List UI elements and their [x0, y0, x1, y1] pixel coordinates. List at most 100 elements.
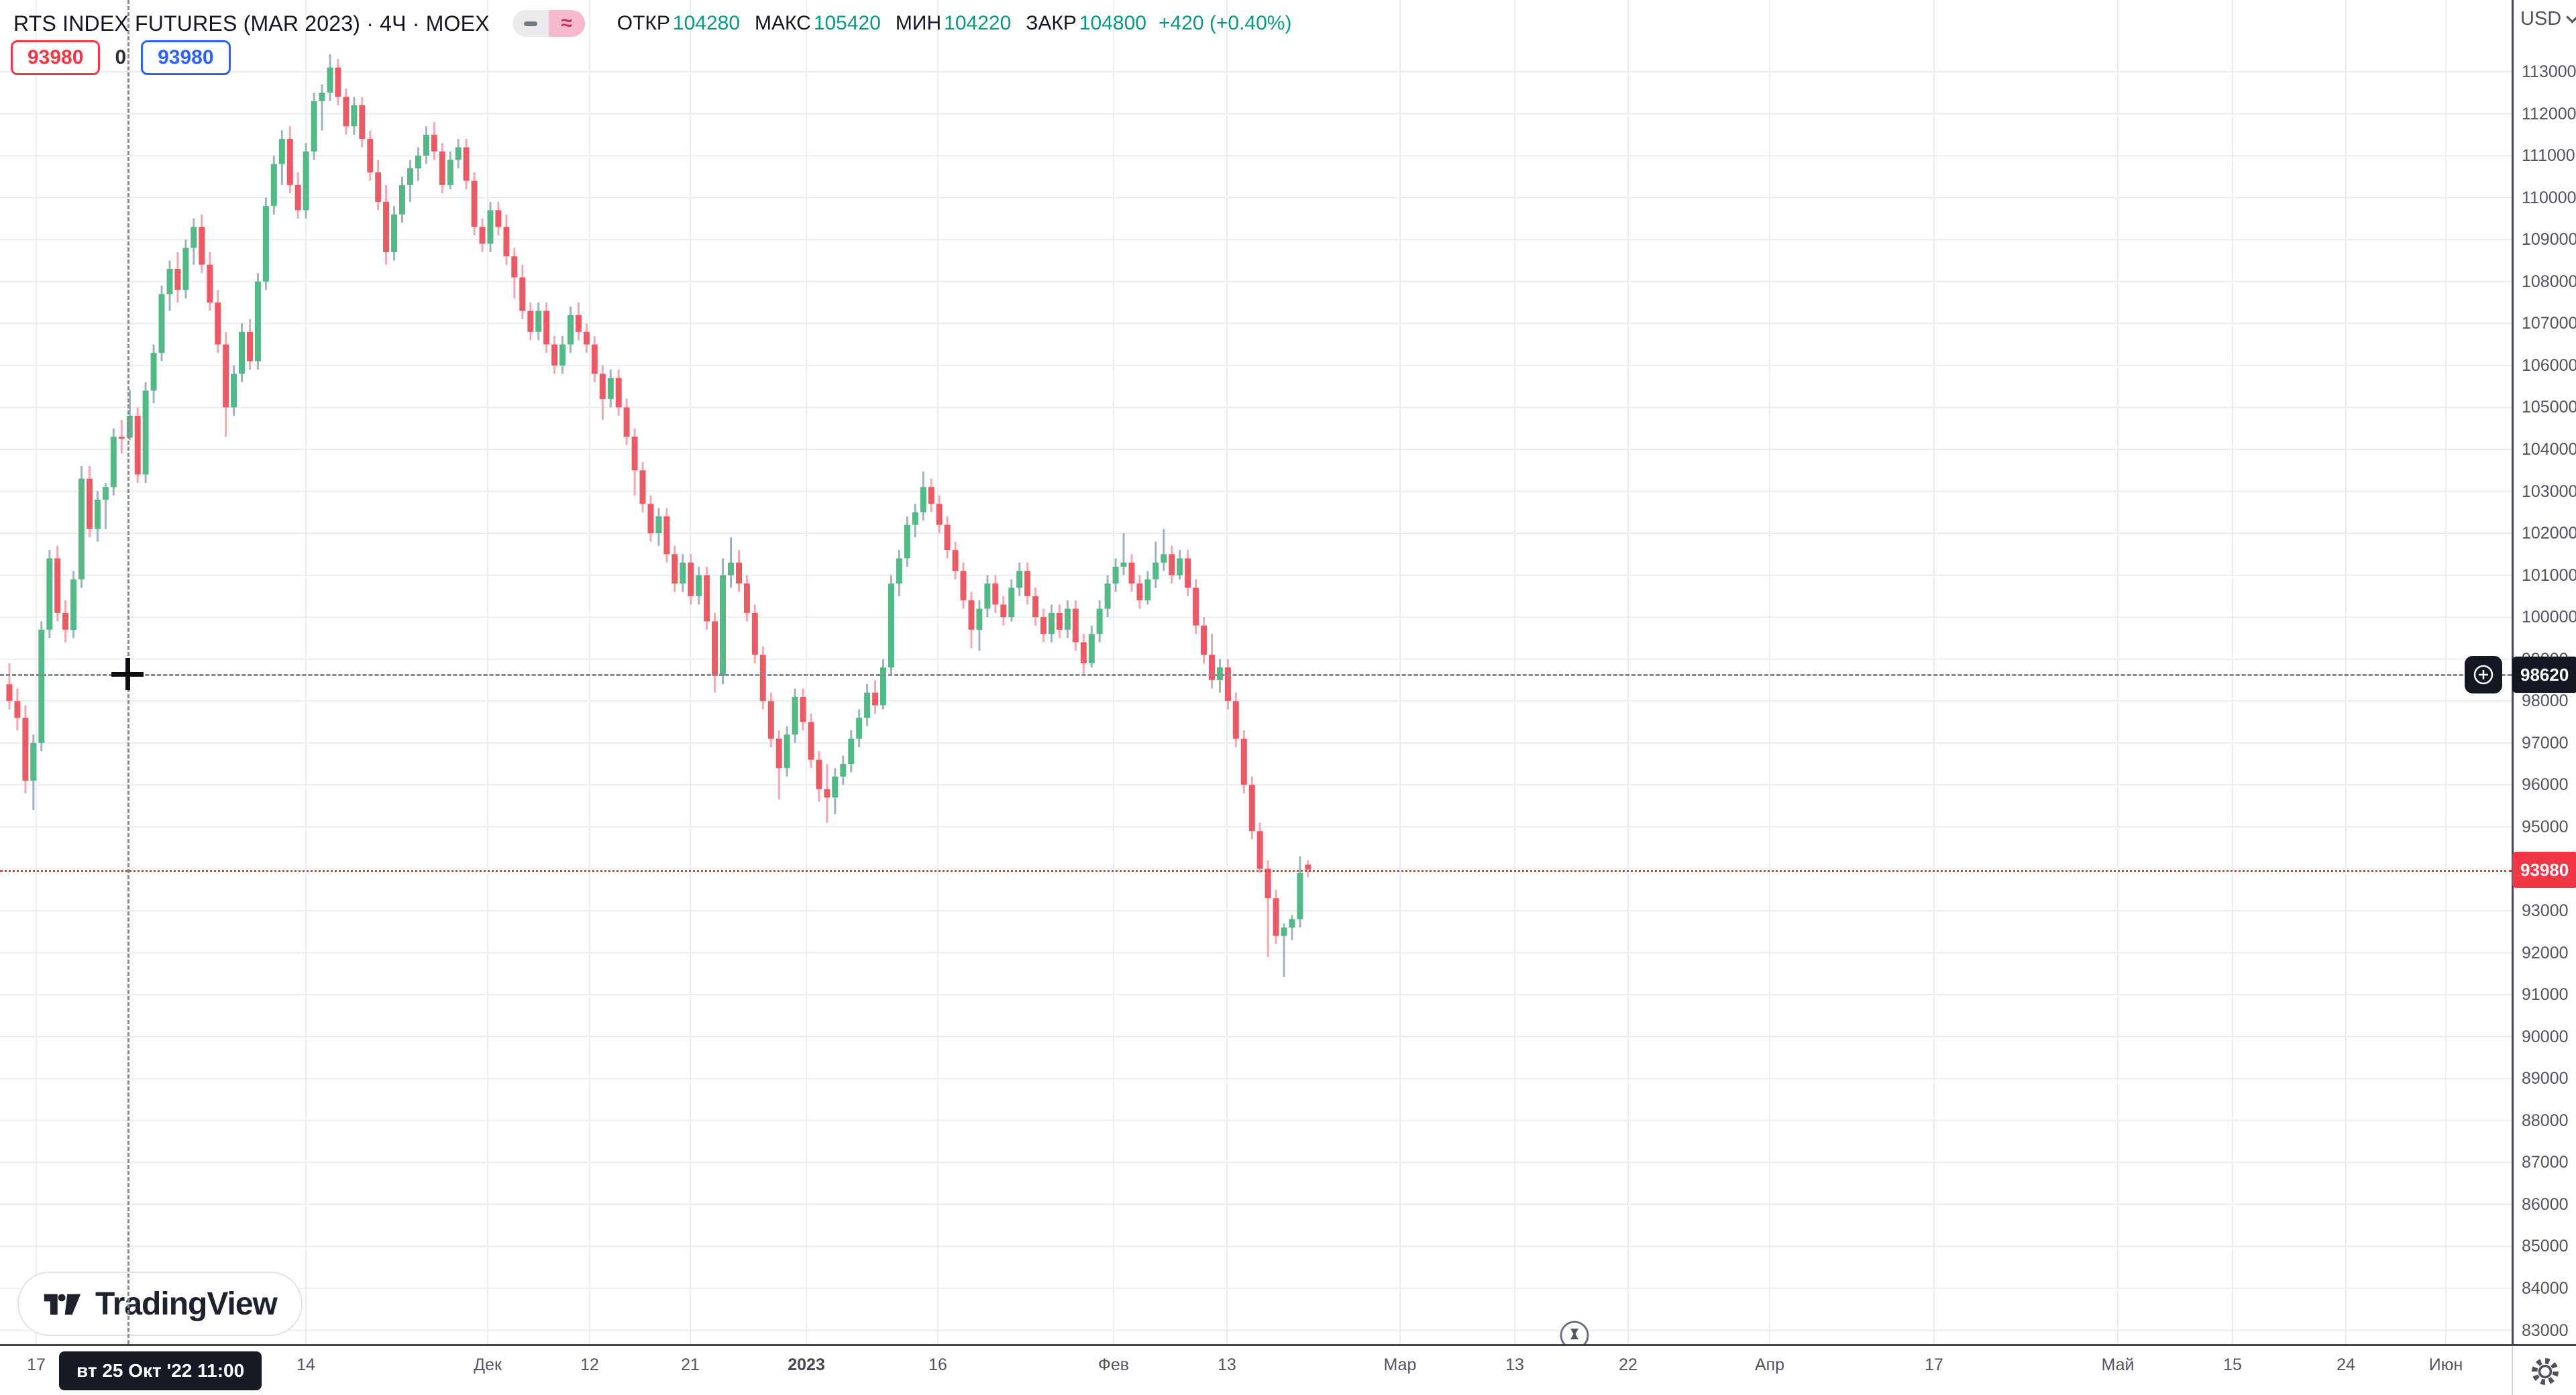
candle-body	[1128, 562, 1135, 584]
time-tick-label: 13	[1218, 1355, 1236, 1374]
candle-body	[751, 612, 758, 655]
candle-body	[1000, 604, 1007, 618]
candle-body	[511, 256, 518, 278]
candle-body	[832, 776, 839, 798]
candle-body	[1064, 608, 1071, 630]
candle-body	[1232, 701, 1239, 739]
time-tick-label: 16	[928, 1355, 947, 1374]
candle-body	[663, 516, 670, 555]
candle-body	[816, 759, 822, 789]
candle-body	[583, 331, 590, 345]
candle-body	[1193, 588, 1199, 626]
candle-body	[591, 344, 598, 374]
time-axis[interactable]: 17 14 Дек 12 21 2023 16 Фев 13 Мар 13 22 Апр 17 Май 15 2…	[0, 1344, 2576, 1395]
candle-body	[415, 156, 421, 168]
tradingview-logo[interactable]: TradingView	[17, 1272, 303, 1336]
candle-body	[166, 269, 173, 294]
minus-chip-icon	[512, 10, 549, 37]
candle-body	[639, 470, 646, 504]
candle-body	[46, 558, 53, 630]
tradingview-wordmark: TradingView	[95, 1286, 278, 1322]
price-tick-label: 88000	[2522, 1111, 2569, 1130]
price-tick-label: 93000	[2522, 901, 2569, 920]
chart-legend[interactable]: RTS INDEX FUTURES (MAR 2023) · 4Ч · MOEX…	[13, 7, 1291, 40]
candle-body	[1216, 667, 1223, 680]
candle-body	[960, 571, 967, 601]
candle-body	[215, 302, 221, 345]
open-label: ОТКР	[616, 12, 670, 34]
symbol-title[interactable]: RTS INDEX FUTURES (MAR 2023) · 4Ч · MOEX	[13, 11, 490, 36]
order-counter: 0	[115, 46, 127, 68]
candle-body	[1240, 738, 1247, 785]
candle-body	[856, 718, 863, 739]
candle-body	[792, 697, 798, 735]
tradingview-logo-icon	[44, 1294, 81, 1315]
candle-body	[1144, 579, 1151, 601]
candle-wick	[104, 483, 107, 529]
time-tick-label: Мар	[1383, 1355, 1417, 1374]
candle-body	[231, 374, 237, 408]
time-tick-label: 17	[27, 1355, 46, 1374]
candle-body	[712, 621, 718, 676]
candle-body	[87, 478, 93, 529]
candle-body	[912, 512, 918, 525]
time-tick-label: Июн	[2428, 1355, 2463, 1374]
close-value: 104800	[1079, 12, 1146, 34]
candle-wick	[1291, 915, 1293, 940]
currency-selector[interactable]: USD	[2520, 8, 2576, 30]
candle-body	[848, 738, 855, 764]
candle-body	[6, 684, 13, 702]
candle-body	[399, 184, 405, 215]
candle-body	[1177, 558, 1183, 575]
candle-body	[672, 554, 678, 584]
candle-body	[343, 97, 350, 127]
price-tick-label: 107000	[2522, 314, 2576, 333]
time-tick-label: Фев	[1097, 1355, 1130, 1374]
price-tick-label: 105000	[2522, 398, 2576, 417]
price-tick-label: 104000	[2522, 439, 2576, 459]
candle-body	[479, 227, 486, 244]
candle-body	[1016, 571, 1023, 588]
gear-icon[interactable]	[2530, 1357, 2560, 1390]
data-mode-chip[interactable]: ≈	[512, 10, 585, 37]
candle-body	[174, 269, 181, 290]
candle-body	[118, 437, 125, 439]
candle-body	[736, 562, 742, 584]
crosshair-price-badge: 98620	[2512, 657, 2576, 693]
candle-body	[1049, 612, 1055, 634]
candle-body	[1161, 554, 1167, 563]
candle-body	[984, 583, 991, 609]
price-tick-label: 89000	[2522, 1069, 2569, 1089]
candle-body	[1136, 583, 1143, 601]
candle-body	[920, 487, 926, 512]
alert-price-red[interactable]: 93980	[11, 40, 101, 75]
candle-wick	[128, 390, 131, 441]
price-tick-label: 83000	[2522, 1321, 2569, 1340]
price-tick-label: 103000	[2522, 482, 2576, 501]
candle-body	[207, 264, 213, 302]
candle-body	[455, 147, 462, 160]
alert-price-blue[interactable]: 93980	[141, 40, 231, 75]
candle-body	[191, 227, 197, 248]
change-value: +420 (+0.40%)	[1158, 12, 1292, 34]
candle-body	[247, 331, 253, 361]
candle-body	[800, 697, 806, 722]
candle-body	[1305, 864, 1311, 870]
candle-body	[38, 629, 45, 743]
candle-body	[1297, 873, 1303, 919]
candlestick-chart[interactable]	[0, 0, 2512, 1344]
candle-body	[952, 550, 959, 571]
high-label: МАКС	[755, 12, 811, 34]
time-tick-label: Апр	[1754, 1355, 1785, 1374]
candle-wick	[1163, 528, 1165, 571]
candle-body	[94, 500, 101, 529]
candle-body	[743, 583, 750, 613]
candle-body	[335, 67, 341, 97]
candle-body	[134, 415, 141, 475]
candle-body	[431, 134, 437, 152]
candle-body	[1281, 928, 1287, 936]
candle-body	[688, 562, 694, 596]
price-axis[interactable]: USD 113000 112000 111000 110000 109000 108000…	[2512, 0, 2576, 1344]
add-alert-plus-button[interactable]	[2465, 656, 2502, 693]
chart-pane[interactable]: RTS INDEX FUTURES (MAR 2023) · 4Ч · MOEX…	[0, 0, 2512, 1344]
